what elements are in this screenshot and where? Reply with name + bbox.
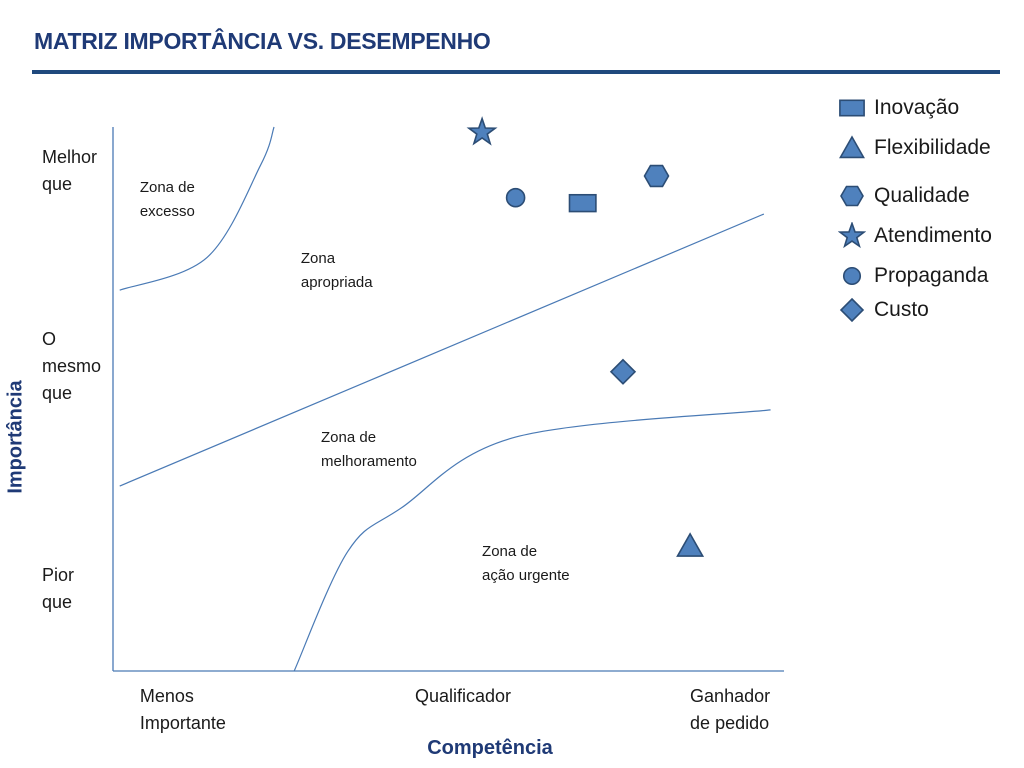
circle-icon — [842, 266, 862, 286]
legend-label: Flexibilidade — [874, 136, 991, 159]
zone-label: Zona de excesso — [139, 178, 195, 220]
page-title: MATRIZ IMPORTÂNCIA VS. DESEMPENHO — [34, 28, 491, 54]
x-tick-label: Qualificador — [414, 686, 511, 706]
legend-item: Custo — [838, 296, 929, 324]
urgent-boundary — [293, 409, 771, 672]
legend-item: Propaganda — [838, 262, 988, 290]
y-tick-label: Pior que — [42, 565, 75, 613]
point-circle — [505, 187, 526, 208]
legend-label: Atendimento — [874, 224, 992, 247]
star-icon — [838, 222, 866, 249]
zone-label: Zona de ação urgente — [482, 543, 570, 585]
diamond-icon — [839, 297, 865, 323]
point-triangle — [676, 532, 705, 557]
point-diamond — [609, 358, 637, 385]
legend-item: Flexibilidade — [838, 134, 991, 162]
y-tick-label: O mesmo que — [42, 328, 102, 403]
diagonal-boundary — [119, 213, 765, 487]
point-star — [466, 116, 498, 146]
legend-item: Inovação — [838, 94, 959, 122]
legend-item: Atendimento — [838, 222, 992, 250]
excess-boundary — [119, 126, 275, 291]
legend-label: Qualidade — [874, 184, 970, 207]
data-markers — [466, 116, 705, 557]
zone-label: Zona de melhoramento — [321, 429, 417, 471]
y-tick-label: Melhor que — [42, 146, 98, 194]
legend-label: Inovação — [874, 96, 960, 119]
zone-label: Zona apropriada — [300, 249, 373, 291]
x-axis-title: Competência — [427, 737, 553, 759]
legend-label: Propaganda — [874, 264, 989, 287]
title-underline — [32, 70, 1000, 74]
triangle-icon — [839, 135, 865, 159]
zone-boundaries — [119, 126, 771, 672]
point-square — [568, 193, 597, 213]
hexagon-icon — [840, 185, 864, 207]
legend-label: Custo — [874, 298, 929, 321]
x-tick-label: Menos Importante — [139, 686, 226, 733]
point-hexagon — [643, 164, 670, 188]
legend-item: Qualidade — [838, 182, 970, 210]
square-icon — [839, 99, 865, 117]
y-axis-title: Importância — [4, 380, 27, 494]
x-tick-label: Ganhador de pedido — [690, 686, 771, 733]
